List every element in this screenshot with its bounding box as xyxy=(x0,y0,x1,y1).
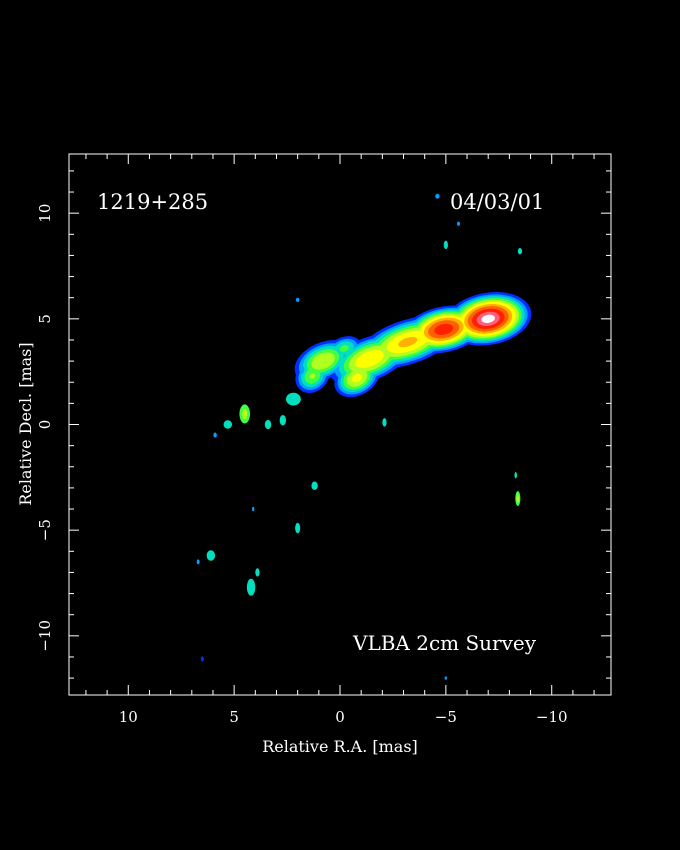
date-label: 04/03/01 xyxy=(450,190,544,214)
noise-blob xyxy=(279,414,287,426)
x-tick-label: −5 xyxy=(435,708,457,726)
noise-blob xyxy=(457,221,461,226)
y-tick-label: 0 xyxy=(36,420,54,430)
noise-blob xyxy=(246,578,256,596)
noise-blob xyxy=(200,656,204,662)
jet-component xyxy=(434,323,454,335)
y-tick-label: −10 xyxy=(36,620,54,652)
y-tick-label: 10 xyxy=(36,204,54,223)
noise-blob xyxy=(295,522,301,534)
noise-blob xyxy=(223,420,233,429)
jet-component xyxy=(309,373,316,379)
survey-label: VLBA 2cm Survey xyxy=(352,631,537,655)
jet-component xyxy=(398,337,418,348)
jet-component xyxy=(481,314,495,324)
x-tick-label: 10 xyxy=(119,708,138,726)
noise-blob xyxy=(382,418,387,427)
tick-labels: 10 5 0 −5 −10 10 5 0 −5 −10 xyxy=(36,204,568,726)
axis-ticks xyxy=(69,154,611,695)
jet-component xyxy=(351,373,363,383)
noise-blob-core xyxy=(242,408,248,420)
noise-blob xyxy=(264,419,272,430)
noise-blob xyxy=(251,506,255,512)
source-label: 1219+285 xyxy=(97,190,208,214)
noise-blob xyxy=(514,472,517,479)
x-axis-label: Relative R.A. [mas] xyxy=(262,737,418,756)
noise-blob xyxy=(213,432,217,438)
x-tick-label: 5 xyxy=(229,708,239,726)
x-tick-label: −10 xyxy=(536,708,568,726)
noise-blob xyxy=(443,240,448,250)
noise-blob xyxy=(295,297,300,302)
noise-blob xyxy=(444,676,448,680)
noise-blob xyxy=(311,481,318,491)
noise-blob xyxy=(196,559,200,565)
contour-level xyxy=(481,314,495,324)
jet-component xyxy=(355,350,384,368)
noise-blob xyxy=(299,365,305,374)
y-tick-label: −5 xyxy=(36,519,54,541)
y-tick-label: 5 xyxy=(36,314,54,324)
noise-blob xyxy=(286,392,301,406)
noise-blob xyxy=(517,248,523,255)
noise-blob xyxy=(255,568,260,577)
noise-blob-core xyxy=(516,494,520,503)
y-axis-label: Relative Decl. [mas] xyxy=(16,342,35,505)
noise-blob xyxy=(206,550,216,561)
intensity-map xyxy=(196,193,532,680)
x-tick-label: 0 xyxy=(335,708,345,726)
plot-frame xyxy=(68,153,612,696)
noise-blob xyxy=(435,193,440,199)
jet-component xyxy=(311,352,335,370)
jet-component xyxy=(339,345,349,352)
